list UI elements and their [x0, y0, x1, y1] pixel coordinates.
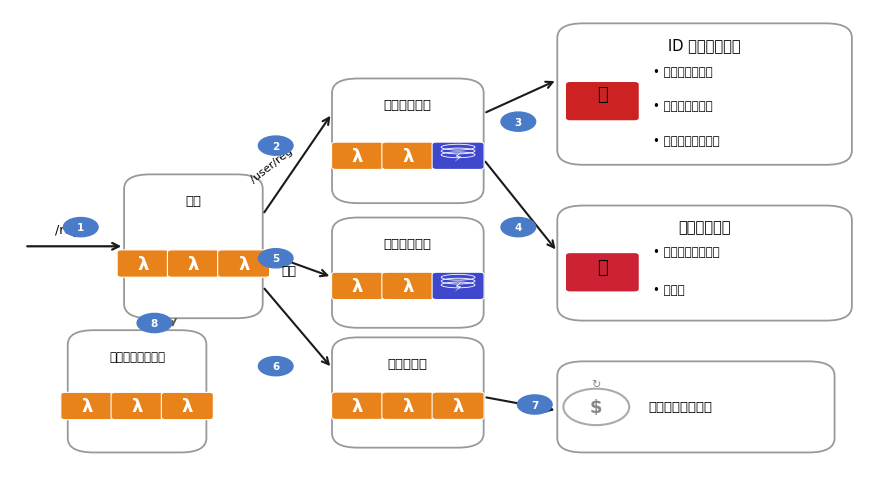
Circle shape — [258, 137, 293, 156]
FancyBboxPatch shape — [111, 393, 163, 420]
Circle shape — [258, 357, 293, 376]
Text: λ: λ — [453, 397, 464, 415]
Text: 請求プロバイダー: 請求プロバイダー — [648, 401, 712, 413]
FancyBboxPatch shape — [557, 206, 852, 321]
Circle shape — [137, 314, 172, 333]
Text: 🪪: 🪪 — [597, 86, 608, 104]
FancyBboxPatch shape — [331, 393, 384, 420]
Text: 5: 5 — [272, 254, 279, 264]
FancyBboxPatch shape — [433, 272, 484, 300]
FancyBboxPatch shape — [218, 250, 269, 278]
Circle shape — [517, 395, 552, 414]
Text: • リソースアクセス: • リソースアクセス — [652, 245, 719, 258]
Circle shape — [258, 249, 293, 268]
FancyBboxPatch shape — [332, 338, 484, 448]
Text: 4: 4 — [514, 223, 522, 233]
FancyBboxPatch shape — [566, 254, 639, 292]
FancyBboxPatch shape — [382, 393, 434, 420]
Text: λ: λ — [402, 277, 413, 295]
FancyBboxPatch shape — [433, 143, 484, 170]
Text: /reg: /reg — [55, 224, 80, 237]
Text: λ: λ — [132, 397, 143, 415]
Text: • ユーザープール: • ユーザープール — [652, 66, 712, 78]
Text: 投稿: 投稿 — [281, 264, 296, 277]
FancyBboxPatch shape — [382, 143, 434, 170]
Text: 1: 1 — [77, 223, 85, 233]
FancyBboxPatch shape — [331, 272, 384, 300]
Text: 6: 6 — [272, 362, 279, 371]
Text: ↻: ↻ — [591, 379, 601, 389]
Text: /user/reg: /user/reg — [249, 146, 294, 185]
Text: ⚡: ⚡ — [453, 150, 462, 163]
FancyBboxPatch shape — [557, 362, 835, 453]
Text: 3: 3 — [514, 118, 522, 127]
FancyBboxPatch shape — [331, 143, 384, 170]
Text: ユーザー管理: ユーザー管理 — [384, 99, 432, 112]
Text: λ: λ — [138, 255, 149, 273]
Text: $: $ — [590, 398, 603, 416]
Text: 登録: 登録 — [186, 195, 201, 208]
Text: • カスタムクレーム: • カスタムクレーム — [652, 135, 719, 148]
Text: 請求の統合: 請求の統合 — [388, 358, 428, 370]
Circle shape — [64, 218, 98, 237]
FancyBboxPatch shape — [332, 218, 484, 328]
Text: λ: λ — [352, 397, 364, 415]
Circle shape — [501, 113, 535, 132]
FancyBboxPatch shape — [124, 175, 262, 318]
Circle shape — [501, 218, 535, 237]
Text: 7: 7 — [531, 400, 539, 409]
FancyBboxPatch shape — [332, 79, 484, 204]
Text: λ: λ — [181, 397, 193, 415]
FancyBboxPatch shape — [68, 331, 207, 453]
Text: λ: λ — [187, 255, 199, 273]
Text: ID プロバイダー: ID プロバイダー — [668, 38, 741, 53]
Text: • ロール: • ロール — [652, 283, 685, 296]
Text: プロビジョニング: プロビジョニング — [109, 350, 165, 363]
FancyBboxPatch shape — [167, 250, 220, 278]
Text: 8: 8 — [151, 318, 158, 328]
Text: テナント管理: テナント管理 — [384, 238, 432, 251]
Text: 2: 2 — [272, 141, 279, 151]
Text: ⚡: ⚡ — [453, 280, 462, 293]
FancyBboxPatch shape — [433, 393, 484, 420]
Text: λ: λ — [238, 255, 249, 273]
Text: 🔒: 🔒 — [597, 258, 608, 276]
FancyBboxPatch shape — [557, 24, 852, 166]
FancyBboxPatch shape — [117, 250, 169, 278]
FancyBboxPatch shape — [61, 393, 112, 420]
Text: 分離ポリシー: 分離ポリシー — [678, 220, 731, 235]
FancyBboxPatch shape — [382, 272, 434, 300]
Text: λ: λ — [352, 148, 364, 166]
Text: λ: λ — [81, 397, 92, 415]
FancyBboxPatch shape — [161, 393, 214, 420]
Text: λ: λ — [352, 277, 364, 295]
Text: λ: λ — [402, 397, 413, 415]
Text: • 管理者ユーザー: • 管理者ユーザー — [652, 100, 712, 113]
FancyBboxPatch shape — [566, 83, 639, 121]
Text: λ: λ — [402, 148, 413, 166]
